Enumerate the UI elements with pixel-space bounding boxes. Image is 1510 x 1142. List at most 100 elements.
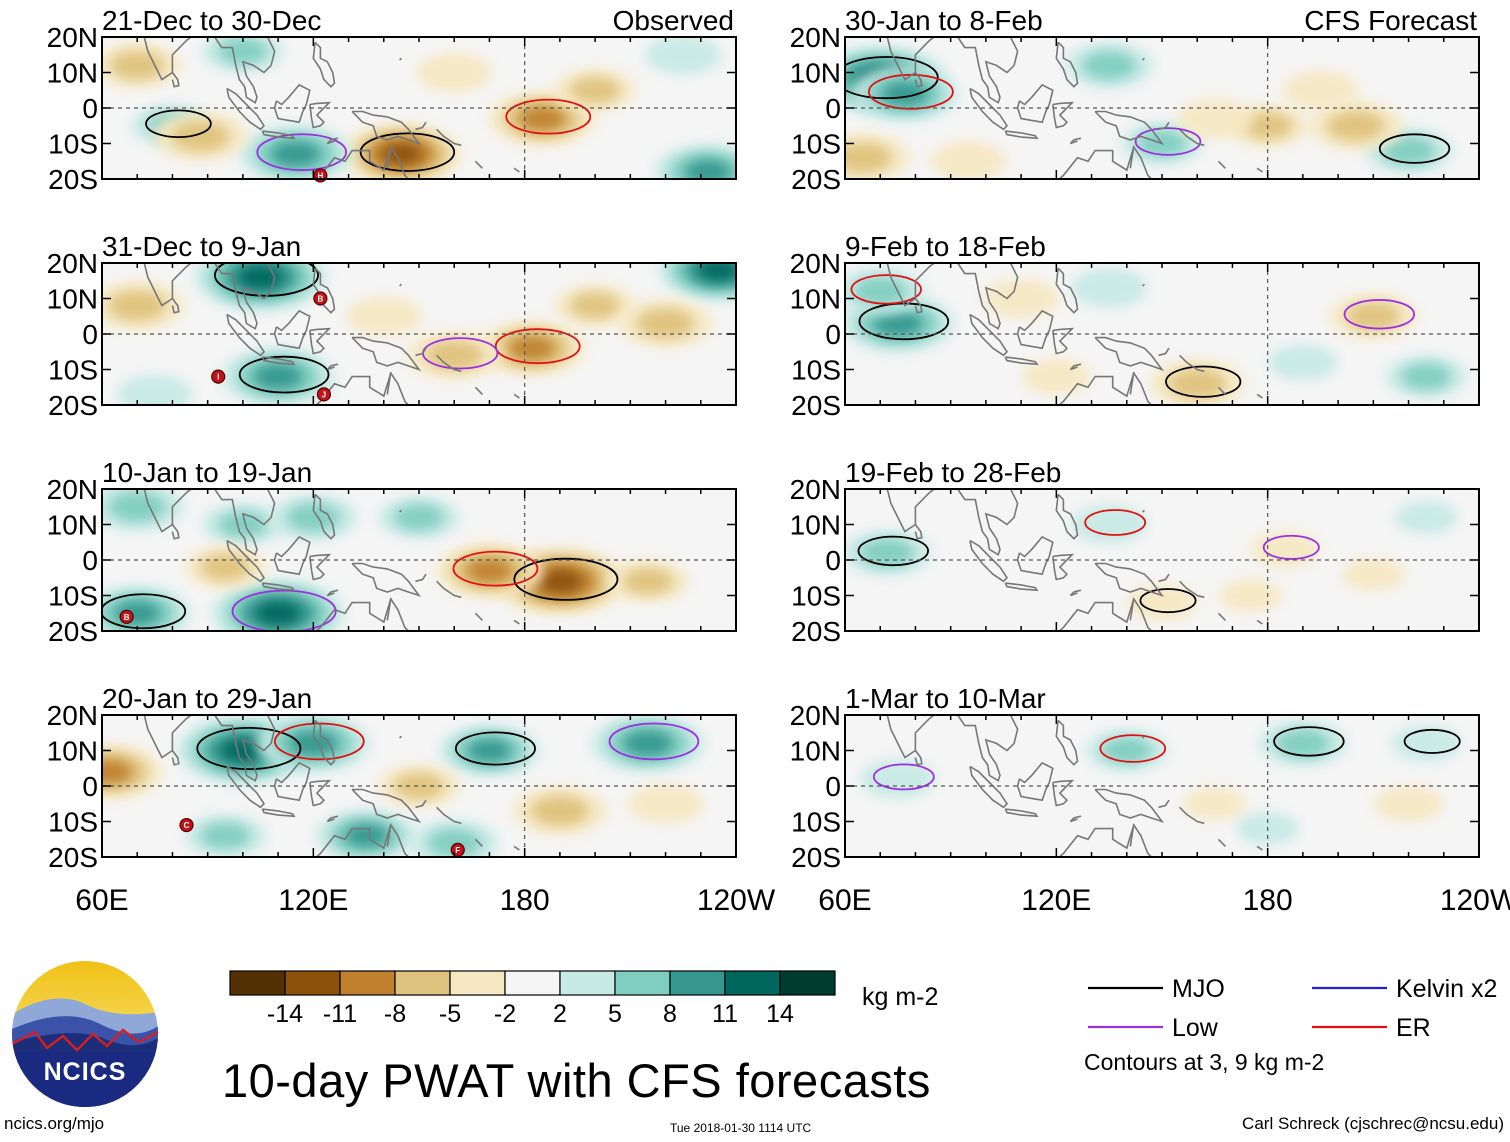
contour-line-0 <box>857 535 929 567</box>
panel-period-label: 19-Feb to 28-Feb <box>845 457 1061 488</box>
coastline-17 <box>399 283 402 287</box>
coastline-17 <box>399 735 402 739</box>
coastlines <box>885 37 1263 187</box>
coastline-10 <box>1069 137 1082 145</box>
legend-item-kelvin-x2: Kelvin x2 <box>1312 975 1497 1003</box>
contour-line-1 <box>850 274 922 305</box>
colorbar-tick-label: -8 <box>384 1000 406 1028</box>
coastline-4 <box>261 130 296 140</box>
x-tick-label: 120W <box>1440 884 1510 917</box>
anomaly-field <box>102 715 706 857</box>
anomaly-blob-4 <box>1373 785 1444 823</box>
contour-line-2 <box>608 722 700 761</box>
panel-7: 20N 10N 0 10S 20S 19-Feb to 28-Feb <box>790 457 1480 647</box>
coastline-7 <box>312 267 336 314</box>
contour-line-3 <box>454 731 536 766</box>
colorbar-swatch-8 <box>669 970 726 996</box>
coastline-8 <box>1094 110 1165 146</box>
coastline-9 <box>315 597 410 631</box>
contour-line-2 <box>1343 299 1416 330</box>
anomaly-blob-3 <box>1168 368 1226 399</box>
y-tick-label: 0 <box>825 319 841 350</box>
coastlines <box>142 715 520 857</box>
coastline-16 <box>1215 409 1220 413</box>
coastline-15 <box>513 167 520 173</box>
coastline-14 <box>1217 160 1226 169</box>
coastline-1 <box>914 750 923 766</box>
ncics-logo[interactable]: NCICS <box>12 961 158 1125</box>
coastline-17 <box>1142 735 1145 739</box>
coastline-13 <box>436 354 462 373</box>
coastline-0 <box>885 263 936 307</box>
y-tick-label: 20S <box>791 164 841 195</box>
anomaly-blob-5 <box>427 828 481 857</box>
panel-period-label: 10-Jan to 19-Jan <box>102 457 312 488</box>
coastline-13 <box>1179 580 1205 599</box>
contour-line-3 <box>1378 133 1451 164</box>
x-tick-label: 60E <box>818 884 871 917</box>
anomaly-blob-0 <box>238 265 283 289</box>
anomaly-blob-0 <box>860 538 914 567</box>
storm-marker-letter: B <box>124 613 130 622</box>
y-tick-label: 20N <box>790 22 841 53</box>
coastline-10 <box>326 589 339 597</box>
anomaly-blob-6 <box>200 822 250 849</box>
colorbar-tick-label: 8 <box>663 1000 677 1028</box>
anomaly-blob-4 <box>983 278 1060 319</box>
coastline-16 <box>1215 183 1220 187</box>
storm-marker-letter: H <box>317 171 323 180</box>
anomaly-blob-1 <box>881 81 929 106</box>
coastline-7 <box>1055 41 1079 88</box>
coastline-11 <box>1129 372 1135 395</box>
anomaly-blob-9 <box>623 568 673 595</box>
colorbar-swatch-4 <box>449 970 506 996</box>
contours <box>196 722 700 771</box>
coastline-7 <box>1055 267 1079 314</box>
anomaly-blob-0 <box>220 739 266 762</box>
coastline-9 <box>1058 371 1153 405</box>
site-url[interactable]: ncics.org/mjo <box>4 1114 105 1133</box>
anomaly-blob-0 <box>381 143 422 165</box>
storm-marker-1: F <box>450 842 465 858</box>
y-tick-label: 10S <box>791 581 841 612</box>
anomaly-blob-6 <box>1341 557 1405 591</box>
storm-marker-0: B <box>313 291 328 306</box>
contour-line-1 <box>1084 509 1147 536</box>
anomaly-blob-7 <box>102 759 133 784</box>
y-tick-label: 10S <box>791 807 841 838</box>
anomaly-blob-9 <box>394 773 444 799</box>
anomaly-blob-10 <box>645 37 722 75</box>
anomaly-blob-4 <box>1218 578 1282 613</box>
observed-label: Observed <box>613 5 734 36</box>
x-tick-label: 180 <box>1243 884 1293 917</box>
coastline-6 <box>309 327 332 355</box>
coastline-11 <box>386 146 392 169</box>
coastline-6 <box>1052 553 1075 581</box>
colorbar-swatch-5 <box>504 970 561 996</box>
y-tick-label: 20N <box>47 22 98 53</box>
anomaly-blob-4 <box>108 290 166 321</box>
anomaly-blob-7 <box>1071 267 1148 308</box>
coastline-13 <box>1179 806 1205 825</box>
coastline-14 <box>474 160 483 169</box>
coastline-12 <box>1158 573 1170 583</box>
anomaly-blob-7 <box>636 308 695 339</box>
y-tick-label: 20N <box>790 700 841 731</box>
anomaly-blob-6 <box>570 292 620 319</box>
coastline-15 <box>513 393 520 399</box>
contours <box>145 98 592 172</box>
x-tick-label: 120W <box>697 884 776 917</box>
storm-marker-dot <box>179 817 194 833</box>
contour-line-0 <box>1273 726 1345 757</box>
coastline-17 <box>399 57 402 61</box>
contour-line-0 <box>359 132 456 172</box>
legend-item-low: Low <box>1088 1014 1219 1042</box>
anomaly-blob-1 <box>1102 737 1152 764</box>
coastline-6 <box>309 779 332 807</box>
y-tick-label: 20S <box>791 842 841 873</box>
x-tick-label: 120E <box>1021 884 1091 917</box>
y-tick-label: 10S <box>48 355 98 386</box>
coastlines <box>142 489 520 631</box>
contour-line-3 <box>1165 365 1242 398</box>
storm-marker-letter: I <box>217 373 219 382</box>
